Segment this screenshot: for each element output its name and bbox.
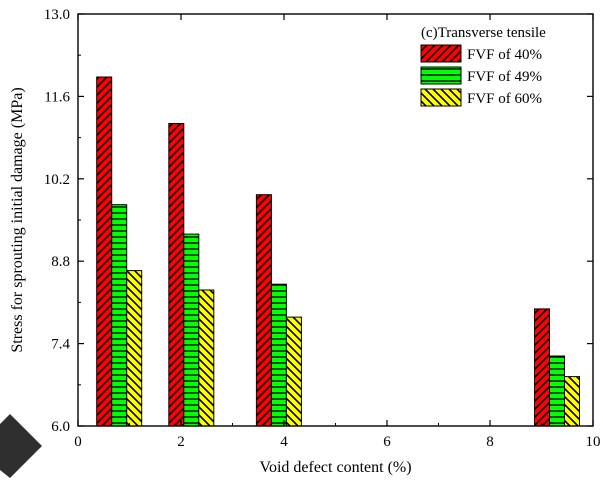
x-axis-title: Void defect content (%) bbox=[259, 459, 411, 476]
bar-1-group-1 bbox=[96, 76, 113, 427]
legend-label-3: FVF of 60% bbox=[467, 91, 542, 107]
chart-annotation: (c)Transverse tensile bbox=[421, 25, 546, 41]
legend-swatch-3 bbox=[420, 88, 462, 107]
y-tick-label-0: 6.0 bbox=[51, 419, 70, 435]
x-tick-label-1: 2 bbox=[177, 434, 185, 450]
x-tick-label-2: 4 bbox=[280, 434, 288, 450]
legend-swatch-2 bbox=[420, 66, 462, 85]
bar-2-group-3 bbox=[270, 283, 287, 427]
x-tick-label-0: 0 bbox=[74, 434, 82, 450]
bar-3-group-4 bbox=[564, 376, 580, 427]
legend: FVF of 40% FVF of 49% FVF of 60% bbox=[420, 44, 542, 107]
bar-3-group-3 bbox=[285, 316, 302, 427]
bar-1-group-4 bbox=[534, 308, 550, 427]
y-tick-label-5: 13.0 bbox=[44, 7, 70, 23]
legend-swatch-1 bbox=[420, 44, 462, 63]
legend-label-2: FVF of 49% bbox=[467, 69, 542, 85]
x-tick-label-5: 10 bbox=[586, 434, 601, 450]
x-tick-label-3: 6 bbox=[383, 434, 391, 450]
bars-layer bbox=[96, 76, 580, 427]
y-axis-title: Stress for sprouting initial damage (MPa… bbox=[9, 87, 26, 352]
bar-1-group-2 bbox=[168, 123, 185, 427]
bar-2-group-4 bbox=[549, 355, 565, 427]
bar-2-group-2 bbox=[183, 233, 200, 427]
bar-1-group-3 bbox=[255, 194, 272, 427]
bar-2-group-1 bbox=[111, 204, 128, 427]
corner-overlay-shape bbox=[0, 414, 42, 478]
legend-label-1: FVF of 40% bbox=[467, 47, 542, 63]
bar-3-group-2 bbox=[198, 289, 215, 427]
y-tick-label-1: 7.4 bbox=[51, 337, 70, 353]
y-tick-label-2: 8.8 bbox=[51, 254, 70, 270]
bar-3-group-1 bbox=[126, 270, 143, 427]
ticks-layer: 0 2 4 6 8 10 6.0 7.4 8.8 10.2 11.6 13.0 bbox=[44, 7, 601, 450]
y-tick-label-3: 10.2 bbox=[44, 172, 70, 188]
x-tick-label-4: 8 bbox=[486, 434, 494, 450]
y-tick-label-4: 11.6 bbox=[44, 89, 70, 105]
